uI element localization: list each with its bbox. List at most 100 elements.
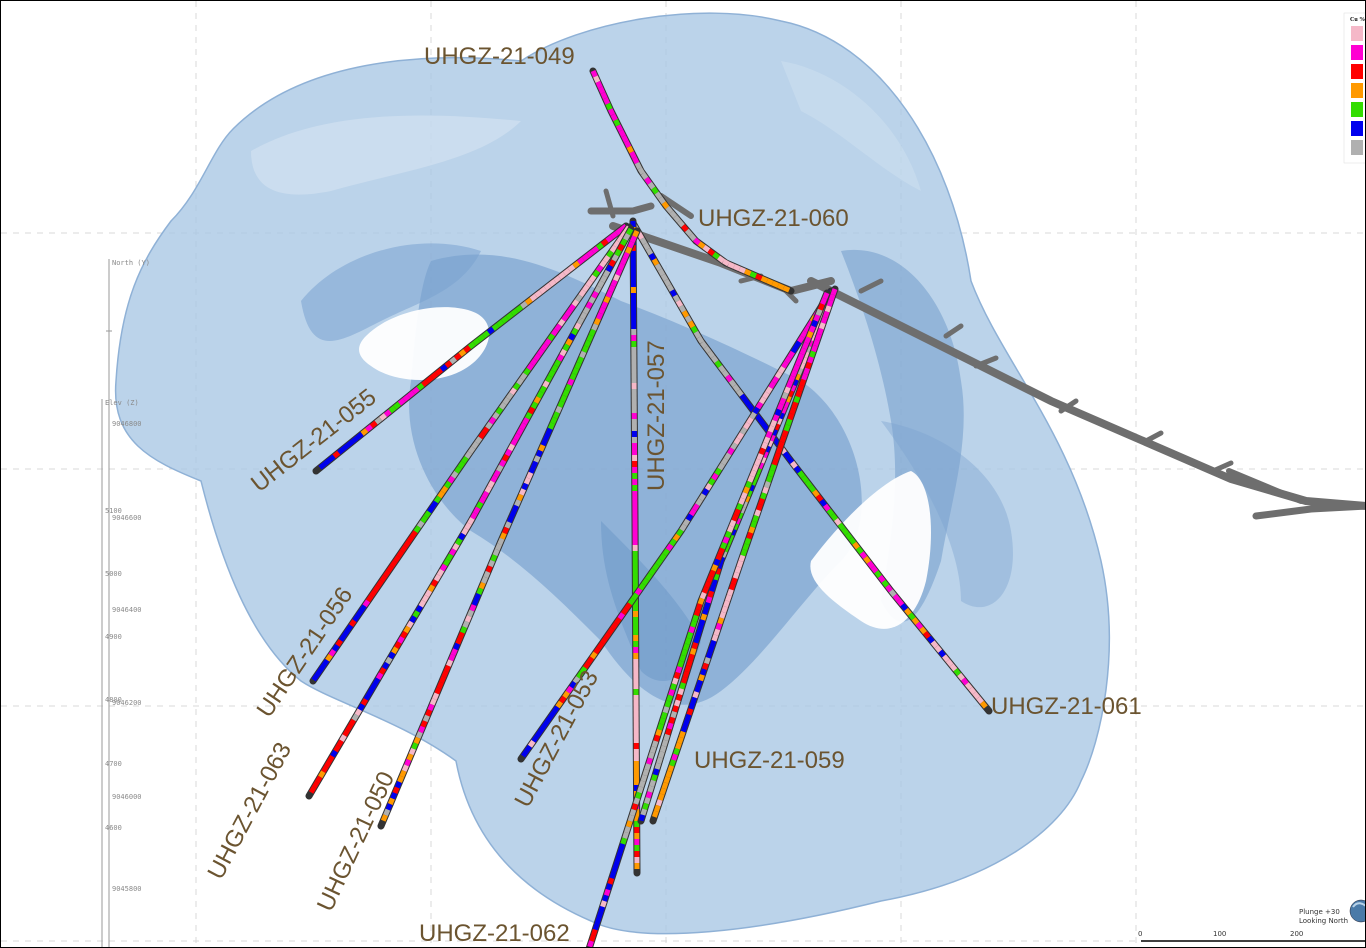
drill-hole-segment [362,599,371,608]
drill-hole-segment [702,244,711,253]
drill-hole-segment [652,810,659,818]
drill-hole-segment [477,334,486,342]
drill-hole-segment [799,347,807,356]
drill-hole-segment [472,337,481,346]
drill-hole-segment [780,406,788,414]
drill-hole-segment [568,333,576,341]
elev-tick: 5100 [105,507,122,515]
drill-hole-segment [702,586,709,594]
drill-hole-trace[interactable] [377,227,641,830]
drill-hole-segment [790,345,799,354]
drill-hole-segment [800,356,808,365]
drill-hole-trace[interactable] [649,285,839,825]
drill-hole-segment [579,350,587,359]
drill-hole-segment [598,906,605,914]
drill-hole-segment [502,397,510,405]
drill-hole-segment [923,631,931,639]
drill-hole-trace[interactable] [585,289,831,948]
drill-hole-trace[interactable] [517,287,835,763]
drill-hole-segment [481,426,490,435]
drill-hole-segment [715,622,723,631]
drill-hole-segment [590,69,598,78]
drill-hole-segment [548,369,556,378]
drill-hole-segment [695,630,702,638]
drill-hole-segment [597,280,605,289]
drill-hole-segment [603,295,611,304]
drill-hole-trace[interactable] [589,67,795,295]
drill-hole-trace[interactable] [629,219,993,715]
drill-hole-segment [318,770,326,779]
drill-hole-segment [457,631,465,640]
drill-hole-segment [680,725,688,733]
drill-hole-segment [694,685,701,693]
drill-hole-segment [540,343,549,352]
drill-hole-segment [324,760,332,768]
drill-hole-segment [670,710,678,719]
drill-hole-segment [789,384,797,392]
drill-hole-segment [655,728,662,737]
drill-hole-segment [555,700,564,709]
drill-hole-trace[interactable] [309,223,633,685]
drill-hole-segment [756,453,764,461]
drill-hole-segment [542,380,550,389]
drill-hole-trace[interactable] [312,222,630,475]
drill-hole-segment [653,804,661,813]
drill-hole-segment [677,688,685,696]
drill-hole-segment [533,455,541,463]
drill-hole-segment [342,629,350,637]
drill-hole-segment [632,156,640,165]
drill-hole-segment [413,525,422,534]
drill-hole-segment [610,622,619,630]
drill-hole-trace[interactable] [629,217,641,877]
drill-hole-segment [787,389,794,398]
legend-swatch [1351,64,1363,79]
legend: Cu % [1343,12,1365,164]
drill-hole-segment [719,611,726,619]
drill-hole-segment [591,928,598,937]
drill-hole-trace[interactable] [305,225,635,800]
drill-hole-segment [614,854,622,862]
drill-hole-segment [746,416,754,425]
drill-hole-segment [609,871,616,879]
drill-hole-segment [655,799,663,807]
drill-hole-segment [739,427,748,435]
drill-hole-segment [711,634,719,642]
drill-hole-segment [520,749,529,758]
drill-hole-segment [727,447,735,456]
drill-hole-segment [698,619,706,627]
drill-hole-segment [707,248,716,256]
drill-hole-segment [866,560,875,569]
drill-hole-segment [467,609,475,618]
drill-hole-segment [408,747,416,756]
drill-hole-segment [765,430,773,439]
drill-hole-segment [587,940,594,947]
drill-hole-segment [642,242,651,251]
drill-hole-segment [720,541,728,550]
drill-hole-segment [599,275,608,283]
drill-hole-segment [575,294,583,302]
drill-hole-segment [620,230,628,239]
drill-hole-segment [374,416,383,425]
drill-hole-segment [511,504,519,513]
drill-hole-segment [550,416,558,425]
drill-hole-segment [617,262,625,271]
drill-hole-segment [586,249,595,258]
drill-hole-segment [742,543,750,551]
drill-hole-segment [762,391,770,400]
drill-hole-segment [534,290,543,298]
hole-label: UHGZ-21-061 [991,693,1142,720]
drill-hole-segment [484,485,492,494]
drill-hole-segment [754,509,761,517]
drill-hole-segment [403,540,411,548]
drill-hole-segment [758,447,766,455]
drill-hole-segment [663,776,671,784]
drill-hole-segment [578,289,587,298]
drill-hole-segment [613,860,620,868]
drill-hole-segment [613,273,621,282]
drill-hole-segment [581,253,590,262]
drill-hole-segment [491,323,500,331]
drill-hole-segment [826,299,834,307]
drill-hole-segment [746,403,755,412]
drill-hole-segment [569,680,577,689]
drill-hole-segment [385,803,393,811]
